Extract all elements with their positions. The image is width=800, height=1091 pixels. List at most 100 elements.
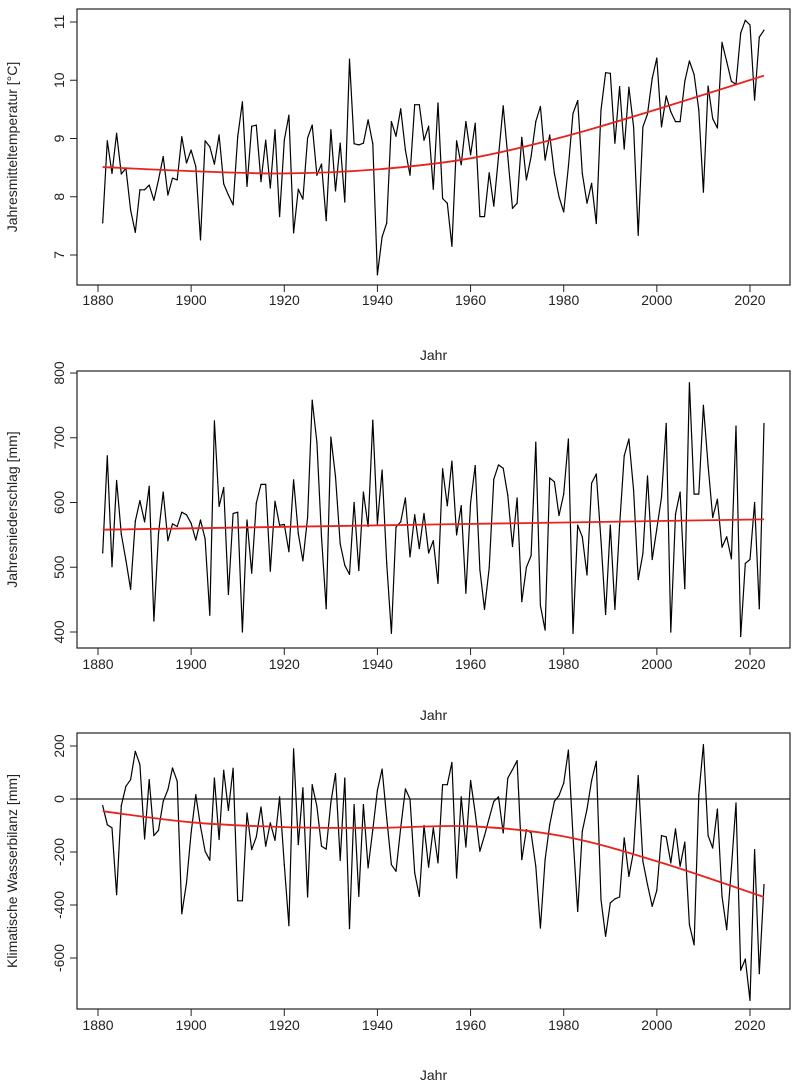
data-point-1937 [362, 142, 365, 144]
data-point-1985 [586, 574, 588, 576]
data-point-1960 [469, 154, 472, 156]
data-point-1931 [334, 772, 337, 775]
data-point-1894 [162, 155, 164, 158]
x-tick-label: 2020 [734, 292, 765, 308]
data-point-2017 [735, 425, 737, 427]
data-point-1984 [581, 830, 583, 832]
data-point-1897 [176, 780, 178, 782]
data-point-1969 [511, 545, 514, 548]
panel-1: 1880 1900 1920 1940 1960 1980 2000 2020 7 8 9 10 11 J… [4, 8, 791, 363]
data-point-1911 [241, 900, 243, 902]
data-point-1966 [497, 464, 500, 466]
data-point-1904 [209, 859, 211, 861]
data-point-2002 [665, 95, 667, 97]
data-point-1994 [628, 86, 630, 88]
data-point-1957 [455, 877, 458, 879]
data-point-1944 [395, 526, 397, 528]
y-tick-label: 10 [51, 72, 67, 88]
data-point-1992 [618, 524, 621, 526]
data-point-1995 [632, 850, 635, 852]
data-point-2019 [744, 958, 746, 960]
data-point-1915 [260, 181, 262, 183]
y-tick-label: 700 [51, 426, 67, 450]
data-point-2007 [688, 60, 691, 62]
x-tick-label: 1980 [548, 292, 579, 308]
data-point-1969 [511, 768, 514, 771]
data-point-1907 [223, 487, 225, 489]
data-point-1999 [651, 558, 653, 561]
data-point-1906 [218, 134, 220, 136]
data-point-1952 [432, 827, 434, 829]
data-point-1904 [209, 146, 211, 148]
data-point-1936 [358, 895, 360, 897]
data-point-1952 [432, 188, 434, 190]
data-point-2003 [670, 631, 672, 633]
data-point-1910 [237, 900, 239, 902]
data-point-2004 [674, 121, 677, 123]
data-point-1941 [381, 469, 383, 471]
data-point-1961 [474, 122, 476, 124]
data-point-2010 [702, 744, 705, 746]
plot-frame [76, 732, 791, 1010]
data-point-1889 [139, 499, 141, 502]
data-point-1913 [251, 849, 253, 851]
data-point-1983 [577, 910, 579, 912]
x-tick-label: 1940 [362, 656, 393, 672]
data-point-1932 [339, 142, 341, 144]
data-point-1967 [502, 832, 504, 834]
data-point-2011 [707, 834, 709, 837]
y-tick-label: 200 [51, 734, 67, 758]
data-point-1982 [572, 112, 574, 115]
data-point-1916 [265, 483, 267, 485]
data-point-2012 [712, 847, 714, 849]
data-point-1958 [460, 505, 462, 507]
x-tick-label: 1920 [269, 656, 300, 672]
data-point-1907 [223, 183, 225, 185]
data-point-1908 [227, 809, 229, 811]
data-point-2020 [749, 24, 751, 26]
data-point-1892 [153, 620, 155, 622]
data-point-1928 [320, 536, 323, 538]
data-point-1934 [348, 573, 351, 575]
data-point-1954 [442, 468, 444, 470]
trend-line [102, 518, 764, 531]
data-point-1953 [437, 102, 439, 104]
data-point-2009 [698, 493, 700, 495]
x-axis-label: Jahr [420, 707, 448, 723]
data-point-1933 [344, 777, 346, 779]
data-point-1881 [102, 552, 104, 554]
data-point-1964 [488, 172, 490, 174]
data-point-1932 [339, 543, 341, 545]
x-tick-label: 2020 [734, 1017, 765, 1033]
data-point-1991 [614, 142, 616, 144]
data-point-2005 [679, 121, 681, 123]
x-tick-label: 1920 [269, 1017, 300, 1033]
y-tick-label: 9 [51, 134, 67, 142]
x-tick-label: 1980 [548, 656, 579, 672]
data-point-2023 [763, 883, 765, 886]
x-tick-label: 1960 [455, 656, 486, 672]
data-point-1998 [646, 113, 649, 115]
plot-frame [76, 370, 791, 649]
annual-series-line [102, 19, 765, 276]
data-point-2013 [716, 127, 718, 129]
data-point-1980 [563, 211, 565, 213]
data-point-1989 [605, 72, 607, 74]
data-point-1967 [502, 105, 504, 107]
data-point-1981 [567, 438, 569, 440]
data-point-1927 [316, 441, 318, 443]
data-point-1922 [292, 479, 295, 481]
data-point-1884 [116, 132, 118, 134]
trend-line [102, 74, 765, 175]
data-point-1985 [586, 202, 588, 204]
y-tick-label: 400 [51, 620, 67, 644]
data-point-1952 [432, 540, 434, 542]
annual-series-line [102, 382, 765, 638]
data-point-1970 [516, 497, 518, 499]
data-point-1945 [400, 521, 402, 523]
data-point-1887 [129, 588, 132, 590]
data-point-2016 [730, 558, 732, 560]
data-point-1925 [306, 516, 309, 518]
data-point-1930 [330, 436, 332, 438]
data-point-2013 [716, 498, 718, 500]
